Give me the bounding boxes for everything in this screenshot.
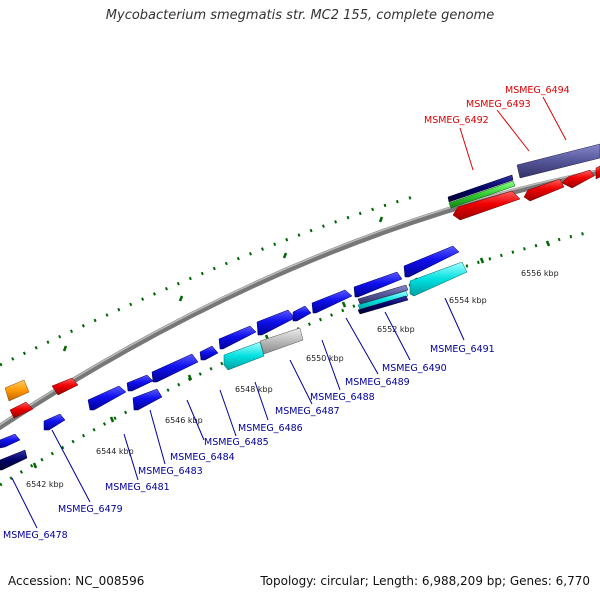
gene-label-6494[interactable]: MSMEG_6494 — [505, 85, 570, 96]
scale-label-6556: 6556 kbp — [521, 269, 559, 278]
leader-line — [11, 477, 38, 529]
scale-labels: 6542 kbp 6544 kbp 6546 kbp 6548 kbp 6550… — [26, 269, 559, 489]
gene-label-6493[interactable]: MSMEG_6493 — [466, 99, 531, 110]
major-tick — [32, 462, 38, 469]
major-tick — [187, 374, 193, 381]
gene-label-6484[interactable]: MSMEG_6484 — [170, 452, 235, 463]
gene-label-6486[interactable]: MSMEG_6486 — [238, 423, 303, 434]
leader-line — [459, 127, 474, 171]
scale-label-6546: 6546 kbp — [165, 416, 203, 425]
gene-arrow-blue[interactable] — [256, 309, 296, 336]
gene-arrow-cyan[interactable] — [223, 341, 265, 371]
leader-line — [219, 389, 237, 437]
gene-label-6479[interactable]: MSMEG_6479 — [58, 504, 123, 515]
gene-arrow-blue[interactable] — [218, 325, 257, 350]
gene-label-6478[interactable]: MSMEG_6478 — [3, 530, 68, 541]
gene-arrow-gray[interactable] — [259, 327, 304, 355]
map-title: Mycobacterium smegmatis str. MC2 155, co… — [105, 8, 495, 23]
gene-arrow-blue[interactable] — [199, 345, 219, 361]
backbone-highlight — [0, 169, 600, 426]
major-tick — [545, 240, 551, 247]
gene-label-6481[interactable]: MSMEG_6481 — [105, 482, 170, 493]
leader-line — [51, 429, 91, 503]
scale-label-6544: 6544 kbp — [96, 447, 134, 456]
scale-ticks-inner — [0, 230, 591, 487]
gene-arrow-blue[interactable] — [132, 388, 163, 411]
leader-line — [496, 109, 530, 152]
gene-label-6491[interactable]: MSMEG_6491 — [430, 344, 495, 355]
gene-arrow-blue[interactable] — [151, 353, 199, 383]
gene-arrow-blue[interactable] — [311, 289, 353, 314]
scale-label-6548: 6548 kbp — [235, 385, 273, 394]
gene-label-6488[interactable]: MSMEG_6488 — [310, 392, 375, 403]
label-leaders — [11, 96, 567, 529]
gene-label-6489[interactable]: MSMEG_6489 — [345, 377, 410, 388]
gene-label-6487[interactable]: MSMEG_6487 — [275, 406, 340, 417]
gene-arrow-slate[interactable] — [357, 284, 409, 305]
scale-label-6550: 6550 kbp — [306, 354, 344, 363]
leader-line — [186, 399, 205, 441]
gene-arrow-green[interactable] — [448, 180, 516, 209]
major-tick — [341, 301, 347, 308]
forward-strand-genes — [0, 245, 468, 471]
gene-arrow-red[interactable] — [595, 165, 600, 180]
gene-arrow-slate[interactable] — [516, 143, 600, 179]
major-tick — [62, 345, 68, 352]
major-tick — [479, 257, 485, 264]
genome-summary: Topology: circular; Length: 6,988,209 bp… — [260, 574, 590, 588]
accession-label: Accession: NC_008596 — [8, 574, 145, 588]
scale-label-6554: 6554 kbp — [449, 296, 487, 305]
gene-arrow-red-6494[interactable] — [561, 169, 595, 189]
leader-line — [123, 433, 139, 481]
gene-label-6485[interactable]: MSMEG_6485 — [204, 437, 269, 448]
gene-arrow-blue[interactable] — [403, 245, 460, 278]
gene-arrow-red[interactable] — [51, 377, 79, 396]
gene-label-6490[interactable]: MSMEG_6490 — [382, 363, 447, 374]
gene-arrow-navy[interactable] — [447, 174, 514, 203]
leader-line — [444, 297, 465, 341]
scale-label-6552: 6552 kbp — [377, 325, 415, 334]
gene-label-6492[interactable]: MSMEG_6492 — [424, 115, 489, 126]
gene-arrow-blue[interactable] — [87, 385, 127, 411]
major-tick — [109, 416, 115, 423]
gene-arrow-red-6493[interactable] — [523, 178, 565, 202]
gene-arrow-blue[interactable] — [353, 271, 403, 298]
leader-line — [345, 317, 379, 375]
gene-arrow-blue[interactable] — [0, 433, 21, 449]
gene-arrow-blue[interactable] — [292, 305, 312, 322]
gene-arrow-blue[interactable] — [126, 374, 154, 392]
gene-arrow-red[interactable] — [9, 401, 34, 419]
leader-line — [384, 311, 411, 361]
major-tick — [378, 216, 384, 223]
gene-labels: MSMEG_6478 MSMEG_6479 MSMEG_6481 MSMEG_6… — [3, 85, 570, 541]
scale-label-6542: 6542 kbp — [26, 480, 64, 489]
gene-arrow-navy[interactable] — [0, 449, 28, 471]
leader-line — [542, 96, 567, 141]
leader-line — [149, 409, 166, 465]
gene-label-6483[interactable]: MSMEG_6483 — [138, 466, 203, 477]
gene-arrow-orange[interactable] — [4, 379, 30, 402]
backbone-arc — [0, 168, 600, 431]
reverse-strand-genes — [4, 143, 600, 419]
leader-line — [254, 381, 269, 421]
leader-line — [321, 339, 341, 391]
gene-arrow-cyan[interactable] — [357, 290, 409, 311]
major-tick — [178, 295, 184, 302]
gene-arrow-red-6492[interactable] — [452, 190, 521, 221]
gene-arrow-blue[interactable] — [43, 413, 66, 431]
scale-ticks-outer — [0, 193, 421, 367]
gene-arrow-cyan[interactable] — [409, 261, 468, 297]
backbone — [0, 168, 600, 431]
major-tick — [282, 252, 288, 259]
gene-arrow-navy[interactable] — [357, 295, 409, 315]
leader-line — [289, 359, 313, 405]
